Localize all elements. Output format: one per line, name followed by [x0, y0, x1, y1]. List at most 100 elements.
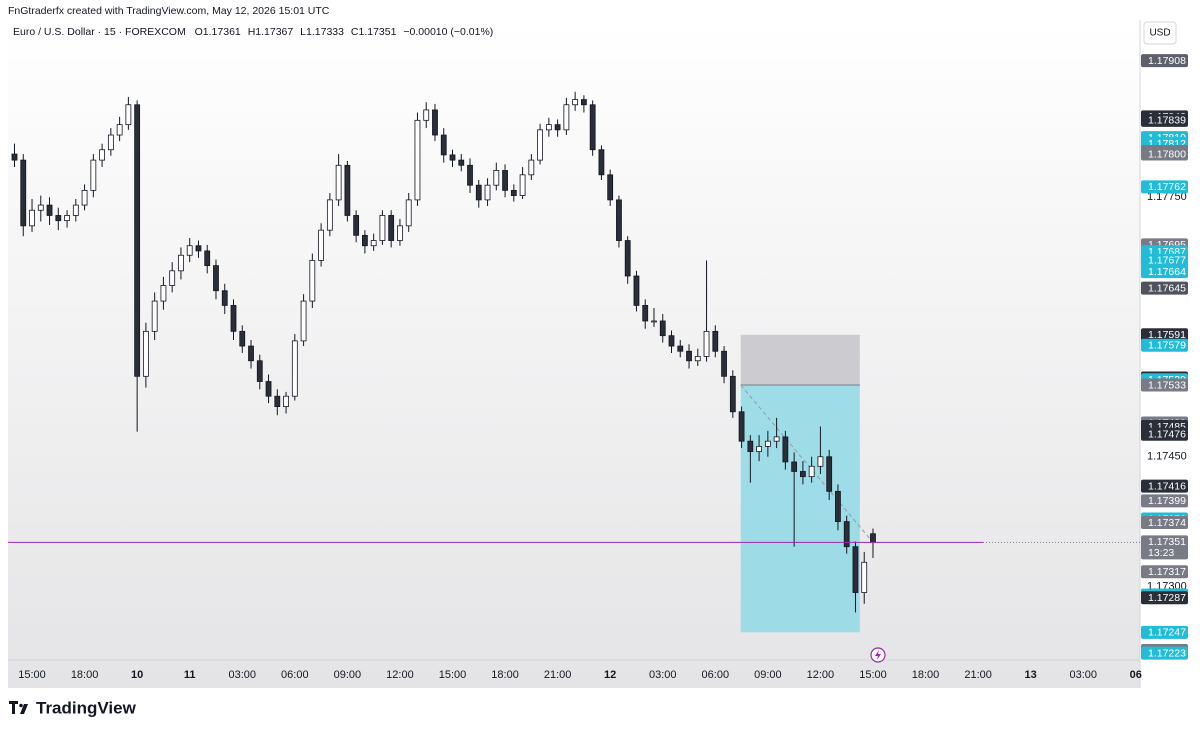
candle-body: [195, 245, 202, 252]
price-badge: [1141, 265, 1188, 279]
candle-body: [326, 199, 333, 231]
candle-body: [703, 330, 710, 357]
price-badge: [1141, 147, 1188, 161]
price-badge-label: 1.17908: [1148, 55, 1186, 67]
symbol-name: Euro / U.S. Dollar · 15 · FOREXCOM: [13, 26, 186, 38]
candle-body: [651, 320, 657, 323]
price-badge: [1141, 625, 1188, 639]
target-zone: [740, 384, 860, 633]
candle-body: [598, 149, 605, 176]
candle-body: [537, 129, 543, 161]
candle-body: [134, 104, 141, 377]
candle-body: [309, 260, 316, 302]
price-badge: [1141, 646, 1188, 660]
h-label: H: [248, 26, 256, 38]
legend: Euro / U.S. Dollar · 15 · FOREXCOM O1.17…: [13, 26, 493, 38]
candle-body: [169, 270, 176, 286]
candle-body: [870, 533, 876, 543]
candle-body: [37, 204, 44, 211]
candle-body: [353, 215, 360, 236]
x-tick-label: 21:00: [544, 669, 572, 681]
candle-body: [186, 245, 193, 256]
price-badge-label: 1.17645: [1148, 282, 1186, 294]
c-value: 1.17351: [359, 26, 397, 38]
candle-body: [764, 440, 771, 447]
price-badge-label: 1.17287: [1148, 592, 1186, 604]
candle-body: [563, 104, 570, 131]
price-badge: [1141, 515, 1188, 529]
price-badge-label: 1.17533: [1148, 379, 1186, 391]
candle-body: [519, 174, 526, 196]
x-tick-label: 18:00: [912, 669, 940, 681]
y-tick-label: 1.17450: [1147, 451, 1187, 463]
candle-body: [256, 360, 263, 382]
logo-dot: [19, 703, 23, 708]
candle-body: [826, 456, 833, 492]
price-badge-label: 1.17762: [1148, 181, 1186, 193]
candle-body: [274, 395, 281, 407]
candle-body: [423, 109, 430, 121]
price-badge: [1141, 281, 1188, 295]
candle-body: [633, 275, 640, 306]
x-tick-label: 10: [131, 669, 143, 681]
candle-body: [379, 215, 386, 241]
candle-body: [493, 170, 500, 186]
candle-body: [554, 124, 561, 131]
candle-body: [677, 345, 684, 352]
countdown: 13:23: [1148, 547, 1174, 559]
candle-body: [852, 546, 859, 593]
candle-body: [843, 521, 850, 548]
x-tick-label: 12:00: [807, 669, 835, 681]
trade-path: [740, 384, 874, 543]
candle-body: [791, 461, 798, 472]
candle-body: [99, 149, 105, 161]
candle-body: [72, 204, 79, 216]
price-badge-label: 1.17677: [1148, 255, 1186, 267]
l-label: L: [300, 26, 306, 38]
candle-body: [204, 250, 211, 267]
price-badge: [1141, 54, 1188, 68]
candle-body: [458, 159, 465, 166]
candle-body: [624, 240, 631, 277]
change: −0.00010 (−0.01%): [403, 26, 493, 38]
price-badge-label: 1.17374: [1148, 517, 1186, 529]
symbol: Euro / U.S. Dollar · 15 · FOREXCOM O1.17…: [13, 26, 493, 38]
candle-body: [467, 164, 473, 186]
last-price-badge: [1141, 535, 1188, 560]
candle-body: [64, 215, 70, 222]
candle-body: [90, 159, 97, 191]
candle-body: [712, 330, 719, 352]
candle-body: [729, 375, 736, 413]
candle-body: [213, 265, 219, 292]
candle-body: [545, 124, 552, 131]
candle-body: [835, 490, 841, 523]
x-tick-label: 06:00: [281, 669, 309, 681]
candle-body: [440, 134, 447, 156]
event-bolt: [875, 650, 881, 660]
y-tick-label: 1.17750: [1147, 191, 1187, 203]
candle-body: [484, 184, 491, 201]
candle-body: [747, 440, 754, 452]
candle-body: [361, 234, 368, 247]
price-badge: [1141, 427, 1188, 441]
price-badge-label: 1.17399: [1148, 495, 1186, 507]
candle-body: [756, 445, 762, 452]
candle-body: [265, 381, 272, 397]
x-tick-label: 06:00: [702, 669, 730, 681]
c-label: C: [351, 26, 359, 38]
candle-body: [291, 340, 298, 397]
candle-body: [432, 109, 438, 136]
x-tick-label: 09:00: [754, 669, 782, 681]
candle-body: [142, 330, 149, 377]
x-tick-label: 15:00: [439, 669, 467, 681]
currency-button[interactable]: [1143, 21, 1177, 45]
candle-body: [475, 184, 482, 201]
candle-body: [405, 199, 412, 227]
price-badge-label: 1.17591: [1148, 329, 1186, 341]
candle-body: [46, 204, 53, 216]
candle-body: [668, 335, 675, 347]
candle-body: [449, 154, 456, 161]
candle-body: [414, 119, 421, 201]
x-tick-label: 21:00: [964, 669, 992, 681]
